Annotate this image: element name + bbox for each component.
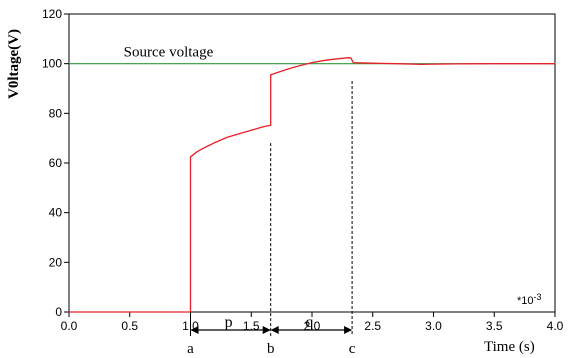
annotation-group: a b c p q [187, 81, 356, 357]
voltage-data-point [493, 63, 495, 65]
y-tick-label: 100 [42, 57, 62, 71]
voltage-series-line [69, 57, 555, 313]
arrow-head-right [262, 326, 271, 334]
x-tick-label: 4.0 [547, 319, 564, 333]
voltage-data-point [226, 136, 228, 138]
voltage-data-point [360, 62, 362, 64]
voltage-data-point [530, 63, 532, 65]
voltage-data-point [270, 124, 272, 126]
voltage-data-point [396, 63, 398, 65]
source-voltage-label: Source voltage [124, 45, 214, 61]
interval-label-q: q [305, 314, 313, 331]
arrow-head-left [190, 326, 199, 334]
x-tick-label: 0.0 [61, 319, 78, 333]
voltage-data-point [275, 72, 277, 74]
voltage-data-point [68, 311, 70, 313]
voltage-data-point [420, 63, 422, 65]
voltage-data-point [311, 62, 313, 64]
voltage-data-point [196, 151, 198, 153]
voltage-data-point [352, 62, 354, 64]
arrow-head-right [344, 326, 353, 334]
y-axis-label: V0ltage(V) [6, 29, 22, 99]
y-axis: 0 20 40 60 80 100 120 [42, 7, 69, 319]
marker-label-b: b [267, 341, 275, 357]
voltage-data-point [208, 145, 210, 147]
voltage-data-point [554, 63, 556, 65]
x-tick-label: 0.5 [121, 319, 138, 333]
x-tick-label: 1.5 [243, 319, 260, 333]
y-tick-label: 20 [49, 255, 63, 269]
x-multiplier-base: *10 [517, 295, 534, 307]
voltage-data-point [262, 126, 264, 128]
voltage-data-point [335, 58, 337, 60]
marker-label-a: a [187, 341, 194, 357]
x-tick-label: 2.5 [364, 319, 381, 333]
interval-label-p: p [225, 314, 233, 331]
x-axis-label: Time (s) [484, 339, 535, 355]
x-tick-label: 3.0 [425, 319, 442, 333]
y-tick-label: 80 [49, 106, 63, 120]
voltage-data-point [270, 74, 272, 76]
voltage-data-point [347, 57, 349, 59]
voltage-data-point [372, 62, 374, 64]
voltage-data-point [250, 129, 252, 131]
voltage-data-point [202, 148, 204, 150]
voltage-data-point [287, 68, 289, 70]
voltage-data-point [238, 133, 240, 135]
voltage-data-point [190, 156, 191, 158]
voltage-data-point [192, 154, 194, 156]
y-tick-label: 120 [42, 7, 62, 21]
voltage-data-point [299, 65, 301, 67]
arrow-head-left [270, 326, 279, 334]
x-tick-label: 3.5 [486, 319, 503, 333]
voltage-data-point [350, 57, 352, 59]
voltage-data-point [214, 142, 216, 144]
y-tick-label: 60 [49, 156, 63, 170]
x-multiplier-label: *10-3 [517, 292, 542, 307]
series-group [68, 57, 556, 313]
y-tick-label: 40 [49, 206, 63, 220]
marker-label-c: c [349, 341, 356, 357]
y-tick-label: 0 [55, 305, 62, 319]
x-multiplier-exponent: -3 [534, 292, 542, 302]
voltage-data-point [457, 63, 459, 65]
voltage-data-point [323, 59, 325, 61]
voltage-data-point [433, 63, 434, 65]
